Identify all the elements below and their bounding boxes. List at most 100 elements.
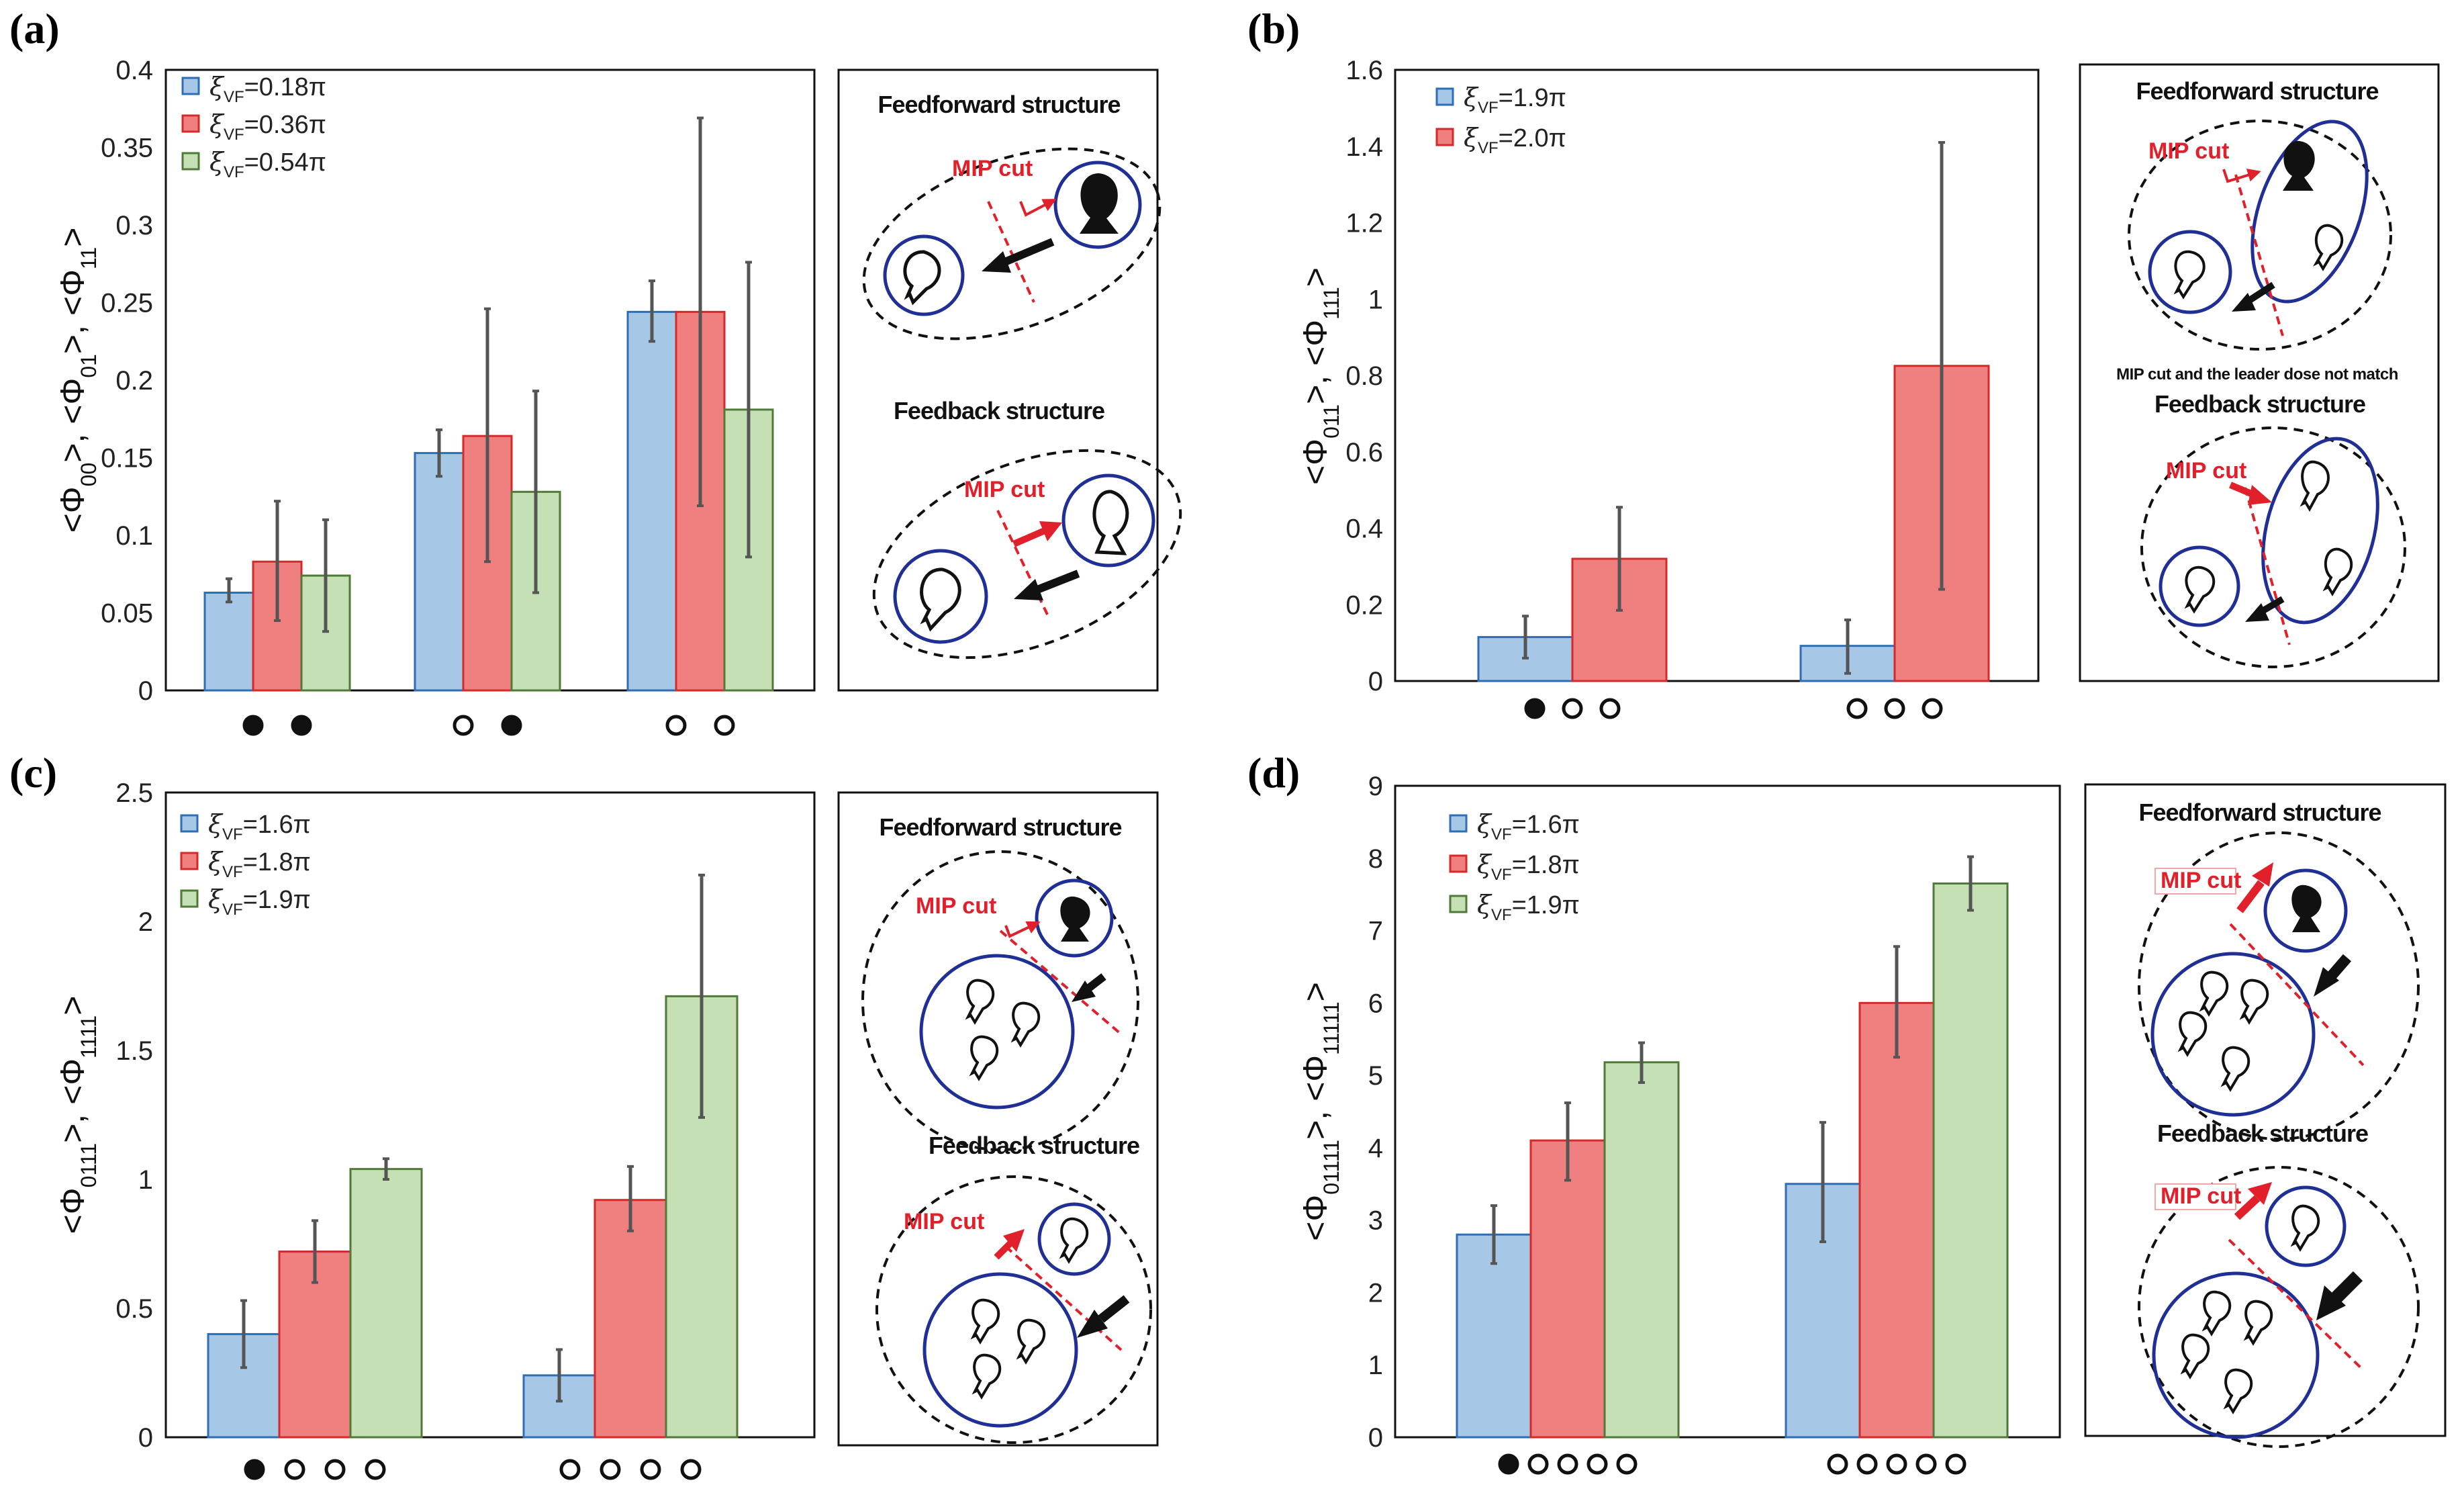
fish-follower-icon [2223,1368,2253,1414]
mip-red-arrow-icon [2222,169,2261,183]
y-tick-label: 1.2 [1345,209,1383,238]
filled-circle-icon [244,1459,265,1480]
open-circle-icon [1884,698,1905,719]
y-tick-label: 0 [138,1423,153,1453]
fish-follower-icon [2199,970,2229,1017]
legend-label: ξVF=1.8π [208,847,311,881]
open-circle-icon [640,1459,661,1480]
legend-swatch-green [180,889,199,908]
mip-cut-line [987,201,1035,303]
y-axis-title-c: <Φ0111>, <Φ1111> [54,996,101,1234]
fish-follower-icon [1092,490,1129,555]
diagram-c-bottom-title: Feedback structure [929,1132,1139,1159]
fish-follower-icon [2220,1046,2250,1092]
plot-frame-b [1394,69,2040,682]
fish-follower-icon [969,1035,999,1081]
mip-label-box [2154,868,2236,895]
legend-swatch-blue [1435,87,1454,106]
system-circle [2263,868,2348,953]
diagram-a-bottom-title: Feedback structure [894,397,1104,424]
mip-cut-label: MIP cut [964,477,1045,502]
group-ellipse [861,850,1139,1151]
legend-swatch-red [1449,854,1468,873]
black-arrow-shaft [1032,570,1080,595]
bar-green-1 [1932,882,2009,1439]
diagram-d: Feedforward structure MIP cut Feedback s… [2084,783,2447,1448]
mip-cut-label: MIP cut [2166,458,2246,484]
open-circle-icon [365,1459,386,1480]
y-tick-label: 0.6 [1345,438,1383,467]
system-circle [922,1272,1078,1428]
system-circle [919,954,1075,1109]
legend-label: ξVF=1.6π [208,809,311,844]
y-tick-label: 4 [1368,1134,1383,1163]
open-circle-icon [1562,698,1583,719]
y-tick-label: 8 [1368,844,1383,874]
fish-follower-icon [2243,1300,2273,1346]
fish-follower-icon [2201,1290,2232,1337]
bar-red-1 [594,1199,667,1439]
bar-blue-0 [203,591,254,692]
diagram-frame-b [2079,63,2440,682]
mip-red-arrow-icon [2252,862,2273,887]
filled-circle-icon [242,715,264,736]
y-tick-label: 0.2 [115,366,153,396]
legend-swatch-green [181,152,200,171]
black-arrow-icon [1014,579,1043,600]
y-tick-label: 0 [138,676,153,706]
filled-circle-icon [291,715,312,736]
y-tick-label: 0.1 [115,521,153,551]
mip-cut-label: MIP cut [916,893,996,919]
mip-cut-label: MIP cut [904,1209,984,1234]
fish-follower-icon [2312,224,2344,271]
fish-follower-icon [2180,1333,2210,1379]
open-circle-icon [1945,1453,1967,1475]
system-circle [2148,230,2232,314]
open-circle-icon [1856,1453,1878,1475]
fish-follower-icon [972,1353,1002,1400]
y-tick-label: 0.3 [115,211,153,240]
mip-cut-line [2244,487,2291,645]
filled-circle-icon [1498,1453,1519,1475]
mip-cut-label: MIP cut [2161,1183,2241,1209]
fish-follower-icon [1059,1217,1089,1264]
black-arrow-icon [2232,293,2256,312]
open-circle-icon [1616,1453,1638,1475]
fish-follower-icon [965,979,995,1025]
mip-red-arrow-shaft [2236,880,2265,913]
y-tick-label: 2 [1368,1278,1383,1308]
open-circle-icon [665,715,687,736]
legend-swatch-blue [180,814,199,833]
fish-leader-icon [2291,885,2322,932]
y-tick-label: 0.05 [101,599,153,629]
system-circle [1037,1202,1111,1276]
chart-a: 00.050.10.150.20.250.30.350.4ξVF=0.18πξV… [101,56,774,736]
black-arrow-icon [1072,981,1096,1002]
fish-follower-icon [2300,460,2330,512]
diagram-b: Feedforward structure MIP cut MIP cut an… [2079,63,2440,682]
system-circle [2152,1271,2320,1439]
legend-swatch-green [1449,895,1468,913]
bar-red-0 [1529,1139,1606,1439]
y-tick-label: 1.6 [1345,56,1383,85]
y-tick-label: 0.8 [1345,361,1383,391]
legend-label: ξVF=1.8π [1477,850,1580,884]
open-circle-icon [284,1459,305,1480]
fish-follower-icon [903,250,941,306]
mip-red-arrow-shaft [2234,1195,2261,1220]
diagram-a-top-title: Feedforward structure [878,91,1120,118]
y-tick-label: 0.25 [101,289,153,318]
group-ellipse [875,1175,1152,1444]
y-axis-title-b: <Φ011>, <Φ111> [1296,267,1343,485]
open-circle-icon [1599,698,1621,719]
y-tick-label: 6 [1368,989,1383,1018]
panel-letter-d: (d) [1247,749,1300,797]
black-arrow-icon [2314,967,2339,997]
panel-letter-c: (c) [9,749,57,797]
y-tick-label: 1 [1368,1351,1383,1380]
group-ellipse [2138,1166,2420,1448]
bar-blue-0 [1456,1233,1532,1439]
fish-follower-icon [920,568,961,632]
open-circle-icon [1557,1453,1578,1475]
